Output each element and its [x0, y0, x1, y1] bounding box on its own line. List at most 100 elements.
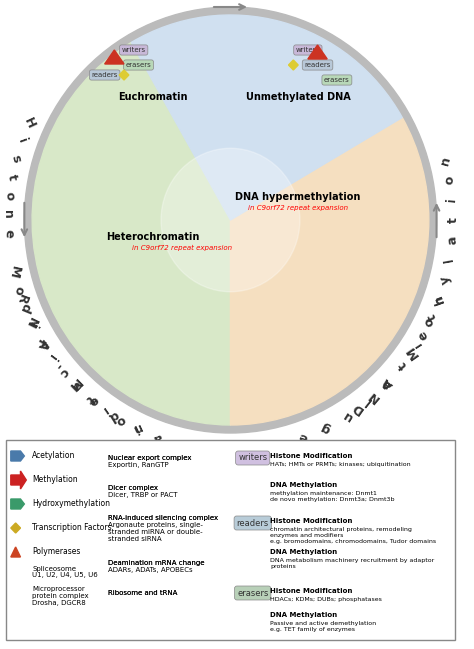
Text: n: n: [129, 421, 143, 436]
Text: t: t: [177, 437, 186, 451]
Text: Euchromatin: Euchromatin: [118, 92, 188, 102]
Text: Histone Modification: Histone Modification: [270, 453, 353, 459]
Text: Polymerases: Polymerases: [32, 548, 81, 556]
Text: e: e: [1, 229, 15, 238]
Text: M: M: [6, 264, 21, 279]
Text: readers: readers: [304, 62, 331, 68]
Text: A: A: [380, 374, 396, 391]
Text: a: a: [379, 376, 394, 391]
Wedge shape: [32, 42, 230, 425]
Text: N: N: [23, 315, 39, 330]
Text: a: a: [445, 235, 459, 245]
Wedge shape: [230, 117, 429, 425]
Text: c: c: [56, 365, 71, 379]
Text: a: a: [152, 430, 164, 445]
Polygon shape: [289, 60, 298, 70]
Polygon shape: [308, 45, 327, 59]
Text: o: o: [11, 284, 26, 296]
Text: Deamination mRNA change: Deamination mRNA change: [108, 560, 204, 566]
Polygon shape: [11, 499, 24, 509]
Polygon shape: [105, 50, 124, 64]
Text: R: R: [273, 437, 286, 452]
Circle shape: [161, 148, 300, 292]
Text: i: i: [446, 197, 459, 202]
Text: t: t: [83, 391, 96, 405]
Text: t: t: [425, 312, 439, 323]
Text: i: i: [411, 339, 424, 350]
Text: h: h: [432, 292, 447, 305]
Text: D: D: [350, 400, 366, 417]
Text: e: e: [201, 442, 211, 456]
Text: Histone Modification: Histone Modification: [270, 588, 353, 594]
Text: Spliceosome
U1, U2, U4, U5, U6: Spliceosome U1, U2, U4, U5, U6: [32, 565, 98, 578]
Text: y: y: [438, 274, 453, 285]
Text: o: o: [443, 175, 457, 186]
Text: d: d: [17, 301, 32, 314]
Text: l: l: [443, 257, 456, 263]
Text: erasers: erasers: [237, 589, 268, 598]
Text: RNA-induced silencing complex
Argonaute proteins, single-
stranded miRNA or doub: RNA-induced silencing complex Argonaute …: [108, 515, 218, 542]
Circle shape: [24, 7, 437, 433]
Text: t: t: [396, 359, 410, 371]
Text: RNA-induced silencing complex: RNA-induced silencing complex: [108, 515, 218, 521]
Text: o: o: [2, 191, 16, 201]
Text: methylation maintenance: Dnmt1
de novo methylation: Dnmt3a; Dnmt3b: methylation maintenance: Dnmt1 de novo m…: [270, 491, 395, 502]
Text: Passive and active demethylation
e.g. TET family of enzymes: Passive and active demethylation e.g. TE…: [270, 621, 376, 631]
Text: Transcription Factors: Transcription Factors: [32, 524, 112, 532]
Text: writers: writers: [122, 47, 146, 53]
Text: chromatin architectural proteins, remodeling
enzymes and modifiers
e.g. bromodom: chromatin architectural proteins, remode…: [270, 527, 436, 544]
Text: e: e: [415, 328, 431, 342]
Text: DNA Methylation: DNA Methylation: [270, 612, 337, 618]
Text: Acetylation: Acetylation: [32, 452, 75, 461]
Text: o: o: [422, 315, 438, 329]
Text: Unmethylated DNA: Unmethylated DNA: [246, 92, 351, 102]
Text: DNA metabolism machinery recruitment by adaptor
proteins: DNA metabolism machinery recruitment by …: [270, 558, 434, 569]
Wedge shape: [131, 15, 402, 220]
Text: erasers: erasers: [324, 77, 350, 83]
Text: Microprocessor
protein complex
Drosha, DGCR8: Microprocessor protein complex Drosha, D…: [32, 586, 89, 606]
Text: M: M: [65, 375, 83, 393]
Text: d: d: [226, 443, 235, 456]
Text: t: t: [447, 217, 459, 223]
Text: R: R: [14, 292, 29, 306]
Text: in C9orf72 repeat expansion: in C9orf72 repeat expansion: [248, 205, 348, 211]
Text: Nuclear export complex
Exportin, RanGTP: Nuclear export complex Exportin, RanGTP: [108, 455, 191, 468]
Text: DNA Methylation: DNA Methylation: [270, 482, 337, 488]
Text: DNA hypermethylation: DNA hypermethylation: [236, 192, 361, 202]
Polygon shape: [11, 471, 26, 489]
Text: Methylation: Methylation: [32, 476, 78, 485]
Text: i: i: [26, 320, 39, 330]
Text: e: e: [85, 393, 100, 408]
Text: n: n: [432, 292, 447, 305]
Text: Heterochromatin: Heterochromatin: [106, 232, 200, 242]
Text: DNA Methylation: DNA Methylation: [270, 549, 337, 555]
Text: a: a: [68, 378, 83, 393]
Text: Hydroxymethylation: Hydroxymethylation: [32, 500, 110, 509]
Text: u: u: [341, 408, 355, 423]
Text: i: i: [15, 136, 28, 145]
Text: H: H: [21, 116, 37, 130]
Text: o: o: [113, 412, 127, 428]
Text: writers: writers: [296, 47, 320, 53]
Text: erasers: erasers: [126, 62, 151, 68]
Text: f: f: [35, 336, 48, 347]
Text: readers: readers: [237, 519, 269, 528]
Text: readers: readers: [91, 72, 118, 78]
Text: i: i: [46, 352, 58, 363]
Text: HATs; HMTs or PRMTs; kinases; ubiquitination: HATs; HMTs or PRMTs; kinases; ubiquitina…: [270, 462, 411, 467]
Text: t: t: [5, 173, 19, 181]
Polygon shape: [11, 547, 20, 557]
Text: Nuclear export complex: Nuclear export complex: [108, 455, 191, 461]
Text: HDACs; KDMs; DUBs; phosphatases: HDACs; KDMs; DUBs; phosphatases: [270, 597, 382, 602]
Polygon shape: [119, 70, 129, 80]
FancyBboxPatch shape: [6, 440, 455, 640]
Text: Ribosome and tRNA: Ribosome and tRNA: [108, 590, 177, 596]
Text: g: g: [319, 420, 333, 435]
Text: n: n: [438, 154, 453, 166]
Text: in C9orf72 repeat expansion: in C9orf72 repeat expansion: [132, 245, 232, 251]
Text: l: l: [363, 395, 374, 407]
Text: -: -: [51, 359, 64, 371]
Text: d: d: [106, 408, 120, 423]
Text: e: e: [297, 430, 310, 445]
Text: i: i: [99, 403, 110, 416]
